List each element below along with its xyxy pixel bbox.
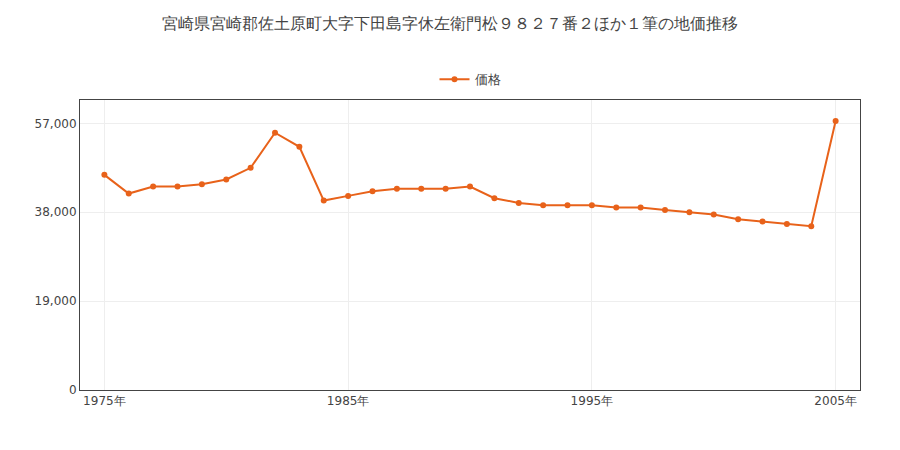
svg-text:1985年: 1985年 — [327, 394, 370, 408]
svg-text:0: 0 — [69, 383, 77, 397]
svg-text:宮崎県宮崎郡佐土原町大字下田島字休左衛門松９８２７番２ほか１: 宮崎県宮崎郡佐土原町大字下田島字休左衛門松９８２７番２ほか１筆の地価推移 — [162, 14, 738, 33]
svg-text:57,000: 57,000 — [35, 117, 77, 131]
svg-text:価格: 価格 — [475, 72, 501, 87]
svg-text:38,000: 38,000 — [35, 205, 77, 219]
svg-text:1975年: 1975年 — [83, 394, 126, 408]
svg-text:19,000: 19,000 — [35, 294, 77, 308]
svg-text:2005年: 2005年 — [814, 394, 857, 408]
svg-text:1995年: 1995年 — [571, 394, 614, 408]
